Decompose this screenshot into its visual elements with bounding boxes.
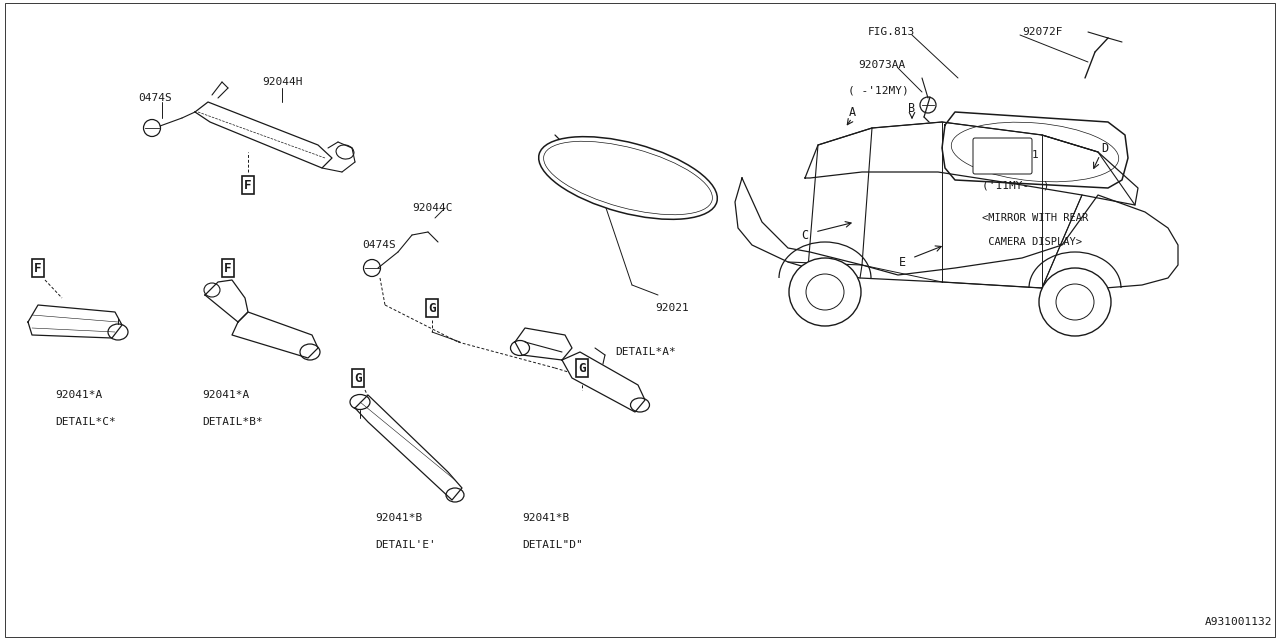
Text: 92072F: 92072F: [1021, 27, 1062, 37]
Text: FIG.813: FIG.813: [868, 27, 915, 37]
Text: F: F: [224, 262, 232, 275]
Polygon shape: [515, 328, 572, 360]
Polygon shape: [355, 395, 462, 500]
Text: ('11MY-  ): ('11MY- ): [982, 180, 1050, 190]
Text: <MIRROR WITH REAR: <MIRROR WITH REAR: [982, 213, 1088, 223]
Text: F: F: [35, 262, 42, 275]
Text: 92021: 92021: [1005, 150, 1039, 160]
Text: 92044H: 92044H: [262, 77, 302, 87]
Text: 92073AA: 92073AA: [858, 60, 905, 70]
Text: G: G: [355, 371, 362, 385]
Text: G: G: [579, 362, 586, 374]
Text: A: A: [849, 106, 855, 118]
Text: 92041*B: 92041*B: [522, 513, 570, 523]
Text: E: E: [899, 255, 905, 269]
Text: B: B: [909, 102, 915, 115]
Text: F: F: [244, 179, 252, 191]
Polygon shape: [232, 312, 317, 358]
Polygon shape: [205, 280, 248, 322]
Text: D: D: [1101, 141, 1108, 154]
Text: 92041*A: 92041*A: [202, 390, 250, 400]
Polygon shape: [735, 178, 1178, 288]
Text: DETAIL'E': DETAIL'E': [375, 540, 435, 550]
Text: 92041*A: 92041*A: [55, 390, 102, 400]
Text: G: G: [429, 301, 435, 314]
Text: 92041*B: 92041*B: [375, 513, 422, 523]
Text: 92044C: 92044C: [412, 203, 453, 213]
Text: A931001132: A931001132: [1204, 617, 1272, 627]
Text: DETAIL*B*: DETAIL*B*: [202, 417, 262, 427]
Ellipse shape: [1056, 284, 1094, 320]
Polygon shape: [942, 112, 1128, 188]
Text: DETAIL"D": DETAIL"D": [522, 540, 582, 550]
Text: C: C: [801, 228, 809, 241]
Text: 0474S: 0474S: [362, 240, 396, 250]
Text: 0474S: 0474S: [138, 93, 172, 103]
Text: CAMERA DISPLAY>: CAMERA DISPLAY>: [982, 237, 1082, 247]
Ellipse shape: [788, 258, 861, 326]
Ellipse shape: [539, 137, 717, 220]
Text: ( -'12MY): ( -'12MY): [849, 85, 909, 95]
Polygon shape: [195, 102, 332, 168]
Text: 92021: 92021: [655, 303, 689, 313]
Text: DETAIL*A*: DETAIL*A*: [614, 347, 676, 357]
Polygon shape: [805, 122, 1138, 205]
Ellipse shape: [806, 274, 844, 310]
Polygon shape: [562, 352, 645, 412]
Polygon shape: [28, 305, 122, 338]
FancyBboxPatch shape: [973, 138, 1032, 174]
Ellipse shape: [1039, 268, 1111, 336]
Text: DETAIL*C*: DETAIL*C*: [55, 417, 115, 427]
